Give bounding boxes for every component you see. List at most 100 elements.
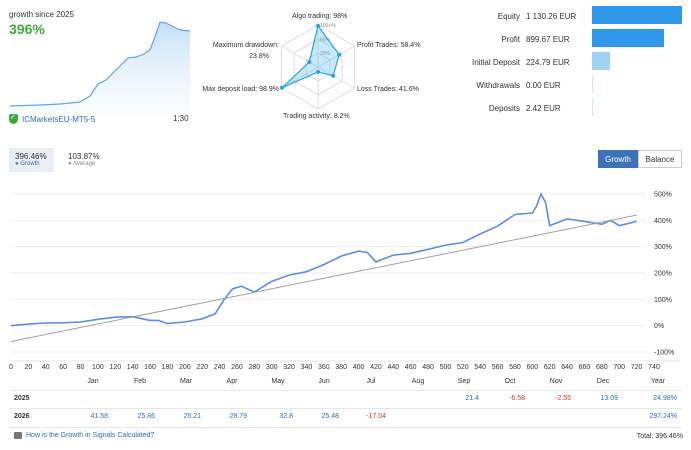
y-tick-label: 400%	[654, 218, 672, 225]
month-growth-cell: 297.24%	[649, 413, 677, 420]
x-tick-label: 500	[440, 364, 452, 371]
x-tick-label: 120	[109, 364, 121, 371]
x-tick-label: 700	[613, 364, 625, 371]
growth-value: 396%	[9, 21, 45, 37]
stat-label: Equity	[497, 12, 520, 21]
radar-point	[337, 52, 342, 57]
radar-ring-label: 100+%	[320, 23, 336, 29]
stat-bar	[592, 6, 682, 24]
radar-spoke	[281, 66, 319, 89]
mini-chart-area	[10, 22, 190, 114]
growth-series-line	[10, 192, 637, 327]
growth-calculation-link-text: How is the Growth in Signals Calculated?	[26, 432, 155, 439]
x-tick-label: 420	[370, 364, 382, 371]
total-growth: Total: 396.46%	[636, 433, 683, 440]
y-tick-label: -100%	[654, 350, 674, 357]
x-tick-label: 600	[527, 364, 539, 371]
verified-shield-icon	[9, 113, 18, 124]
legend-average-value: 103.87%	[68, 152, 100, 161]
month-header: May	[271, 378, 285, 385]
x-tick-label: 660	[579, 364, 591, 371]
x-tick-label: 680	[596, 364, 608, 371]
x-tick-label: 180	[162, 364, 174, 371]
x-tick-label: 740	[648, 364, 660, 371]
x-tick-label: 260	[231, 364, 243, 371]
stat-bar	[592, 52, 610, 70]
legend-growth-dot-icon: ●	[15, 161, 19, 167]
y-tick-label: 200%	[654, 271, 672, 278]
y-tick-label: 0%	[654, 323, 664, 330]
legend-growth[interactable]: 396.46% ● Growth	[9, 148, 54, 172]
year-label: 2025	[14, 395, 30, 402]
x-tick-label: 340	[301, 364, 313, 371]
radar-label: Maximum drawdown:	[213, 42, 279, 49]
leverage-value: 1:30	[173, 114, 189, 123]
radar-label: Max deposit load: 98.9%	[202, 86, 279, 93]
radar-point	[316, 23, 320, 28]
x-tick-label: 560	[492, 364, 504, 371]
radar-shape	[281, 24, 340, 89]
x-tick-label: 100	[92, 364, 104, 371]
x-tick-label: 240	[214, 364, 226, 371]
x-tick-label: 380	[335, 364, 347, 371]
x-tick-label: 360	[318, 364, 330, 371]
growth-tab-button[interactable]: Growth	[598, 150, 638, 168]
x-tick-label: 80	[77, 364, 85, 371]
stat-row: Profit 899.67 EUR	[440, 29, 690, 49]
month-growth-cell: -17.04	[366, 413, 386, 420]
broker-link[interactable]: ICMarketsEU-MT5-5	[9, 113, 95, 124]
radar-label: Algo trading: 98%	[292, 13, 347, 20]
x-tick-label: 220	[196, 364, 208, 371]
x-tick-label: 720	[631, 364, 643, 371]
x-tick-label: 140	[127, 364, 139, 371]
growth-calculation-link[interactable]: How is the Growth in Signals Calculated?	[14, 432, 154, 439]
month-header: Jul	[366, 378, 376, 385]
month-header: Jun	[318, 378, 330, 385]
x-tick-label: 620	[544, 364, 556, 371]
month-header: Nov	[549, 378, 563, 385]
legend-average-name: Average	[72, 161, 96, 167]
legend-average[interactable]: 103.87% ● Average	[64, 148, 104, 171]
x-tick-label: 40	[42, 364, 50, 371]
stat-label: Deposits	[488, 104, 520, 113]
x-tick-label: 440	[387, 364, 399, 371]
month-header: Sep	[457, 378, 471, 385]
stat-label: Withdrawals	[476, 81, 520, 90]
legend-growth-value: 396.46%	[15, 152, 47, 161]
month-growth-cell: -6.58	[509, 395, 525, 402]
x-tick-label: 280	[248, 364, 260, 371]
month-header: Dec	[596, 378, 610, 385]
radar-label: Profit Trades: 58.4%	[357, 42, 420, 49]
y-tick-label: 100%	[654, 297, 672, 304]
mini-growth-chart	[9, 21, 191, 114]
month-header: Aug	[411, 378, 425, 385]
x-tick-label: 580	[509, 364, 521, 371]
radar-chart: 100+% 60% 20% Algo trading: 98% Profit Trad…	[202, 13, 420, 120]
radar-point	[280, 85, 285, 90]
y-tick-label: 500%	[654, 192, 672, 199]
stat-bar	[592, 29, 664, 47]
radar-label: Loss Trades: 41.6%	[357, 86, 419, 93]
stat-bar	[592, 98, 593, 116]
legend-growth-name: Growth	[20, 161, 40, 167]
month-growth-cell: 24.98%	[653, 395, 677, 402]
month-growth-cell: -2.55	[555, 395, 571, 402]
month-growth-cell: 13.09	[600, 395, 618, 402]
x-tick-label: 480	[422, 364, 434, 371]
month-growth-cell: 41.58	[90, 413, 108, 420]
x-tick-label: 460	[405, 364, 417, 371]
stat-row: Equity 1 130.26 EUR	[440, 6, 690, 26]
x-tick-label: 60	[59, 364, 67, 371]
month-header: Oct	[504, 378, 516, 385]
balance-tab-button[interactable]: Balance	[638, 150, 682, 168]
radar-spoke	[317, 66, 355, 89]
mini-chart-line	[9, 21, 191, 107]
x-tick-label: 520	[457, 364, 469, 371]
radar-ring-label: 20%	[320, 51, 331, 57]
month-header: Mar	[179, 378, 193, 385]
radar-point	[331, 73, 336, 78]
radar-point	[307, 60, 312, 65]
x-tick-label: 0	[9, 364, 13, 371]
month-header: Jan	[87, 378, 99, 385]
stat-row: Withdrawals 0.00 EUR	[440, 75, 690, 95]
